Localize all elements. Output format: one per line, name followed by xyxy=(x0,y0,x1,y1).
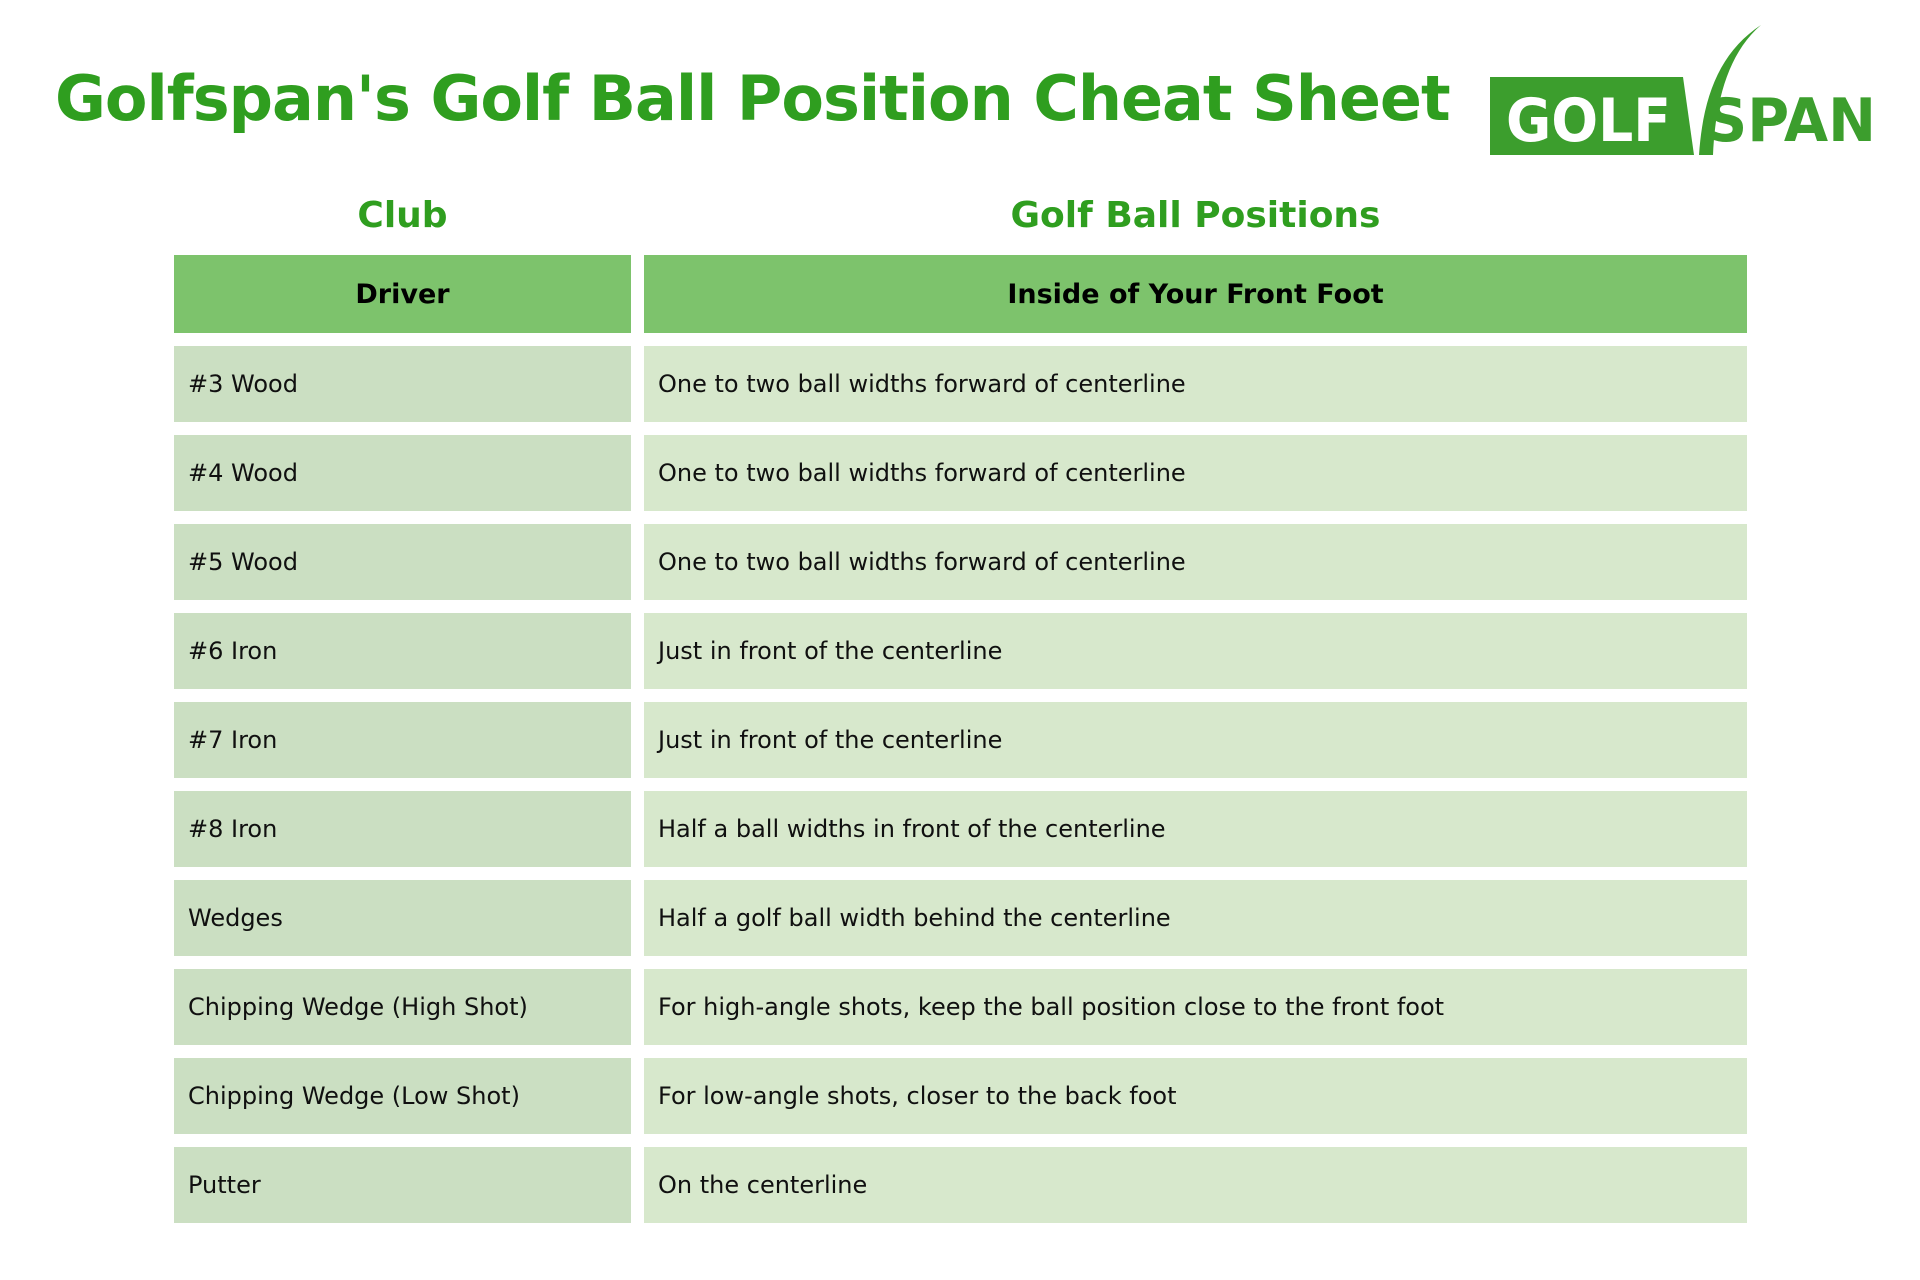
table-header-position: Inside of Your Front Foot xyxy=(644,255,1747,333)
position-cell: For low-angle shots, closer to the back … xyxy=(644,1058,1747,1134)
position-cell: One to two ball widths forward of center… xyxy=(644,346,1747,422)
logo-text-golf: GOLF xyxy=(1506,86,1671,156)
club-cell: #7 Iron xyxy=(174,702,631,778)
club-cell: #6 Iron xyxy=(174,613,631,689)
logo-text-span: SPAN xyxy=(1706,86,1876,156)
table-header-club: Driver xyxy=(174,255,631,333)
position-cell: Just in front of the centerline xyxy=(644,702,1747,778)
golfspan-logo: GOLF SPAN xyxy=(1490,8,1890,158)
golfspan-logo-graphic: GOLF SPAN xyxy=(1490,25,1876,156)
column-labels: Club Golf Ball Positions xyxy=(174,192,1747,240)
club-cell: #5 Wood xyxy=(174,524,631,600)
ball-position-table: Driver Inside of Your Front Foot #3 Wood… xyxy=(174,255,1747,1223)
position-cell: For high-angle shots, keep the ball posi… xyxy=(644,969,1747,1045)
club-cell: #3 Wood xyxy=(174,346,631,422)
position-cell: Just in front of the centerline xyxy=(644,613,1747,689)
golf-swoosh-icon xyxy=(1699,25,1761,155)
position-cell: Half a golf ball width behind the center… xyxy=(644,880,1747,956)
club-cell: Wedges xyxy=(174,880,631,956)
position-cell: On the centerline xyxy=(644,1147,1747,1223)
club-cell: Chipping Wedge (High Shot) xyxy=(174,969,631,1045)
column-label-club: Club xyxy=(357,195,448,236)
club-cell: Chipping Wedge (Low Shot) xyxy=(174,1058,631,1134)
page-title: Golfspan's Golf Ball Position Cheat Shee… xyxy=(55,62,1451,135)
club-cell: #4 Wood xyxy=(174,435,631,511)
club-cell: Putter xyxy=(174,1147,631,1223)
club-cell: #8 Iron xyxy=(174,791,631,867)
logo-green-box xyxy=(1490,77,1694,155)
position-cell: Half a ball widths in front of the cente… xyxy=(644,791,1747,867)
position-cell: One to two ball widths forward of center… xyxy=(644,524,1747,600)
column-label-positions: Golf Ball Positions xyxy=(1010,195,1381,236)
position-cell: One to two ball widths forward of center… xyxy=(644,435,1747,511)
